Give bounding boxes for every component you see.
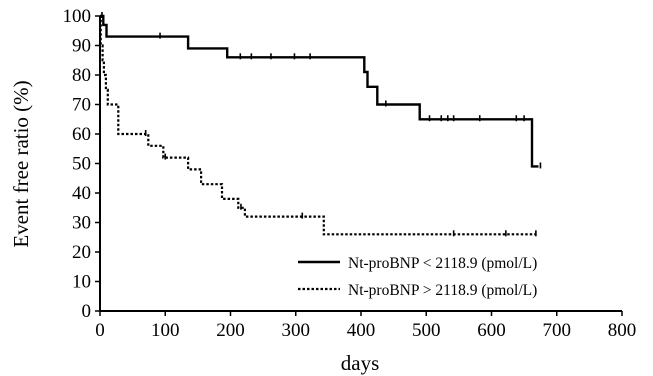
x-tick-label: 0 [95,320,105,341]
y-tick-label: 50 [72,154,91,175]
x-tick-label: 100 [151,320,180,341]
y-tick-label: 90 [72,36,91,57]
y-tick-label: 20 [72,242,91,263]
x-tick-label: 800 [608,320,637,341]
y-tick-label: 100 [63,6,92,27]
legend-label-high: Nt-proBNP > 2118.9 (pmol/L) [348,282,537,299]
y-tick-label: 40 [72,183,91,204]
y-tick-label: 10 [72,272,91,293]
x-tick-label: 700 [543,320,572,341]
x-tick-label: 500 [412,320,441,341]
y-tick-label: 30 [72,213,91,234]
x-tick-label: 400 [347,320,376,341]
y-tick-label: 0 [82,301,92,322]
y-tick-label: 70 [72,95,91,116]
legend: Nt-proBNP < 2118.9 (pmol/L) Nt-proBNP > … [298,255,537,299]
series-line-1 [99,14,536,236]
y-tick-label: 60 [72,124,91,145]
y-tick-label: 80 [72,65,91,86]
x-tick-label: 200 [216,320,245,341]
x-tick-label: 300 [282,320,311,341]
x-axis-title: days [341,351,380,375]
series-layer [99,12,542,237]
y-axis-title: Event free ratio (%) [9,80,33,247]
legend-label-low: Nt-proBNP < 2118.9 (pmol/L) [348,255,537,272]
y-ticks: 0 10 20 30 40 50 60 70 80 90 100 [63,6,100,322]
series-line-0 [100,14,539,168]
x-tick-label: 600 [477,320,506,341]
x-ticks: 0 100 200 300 400 500 600 700 800 [95,311,636,341]
